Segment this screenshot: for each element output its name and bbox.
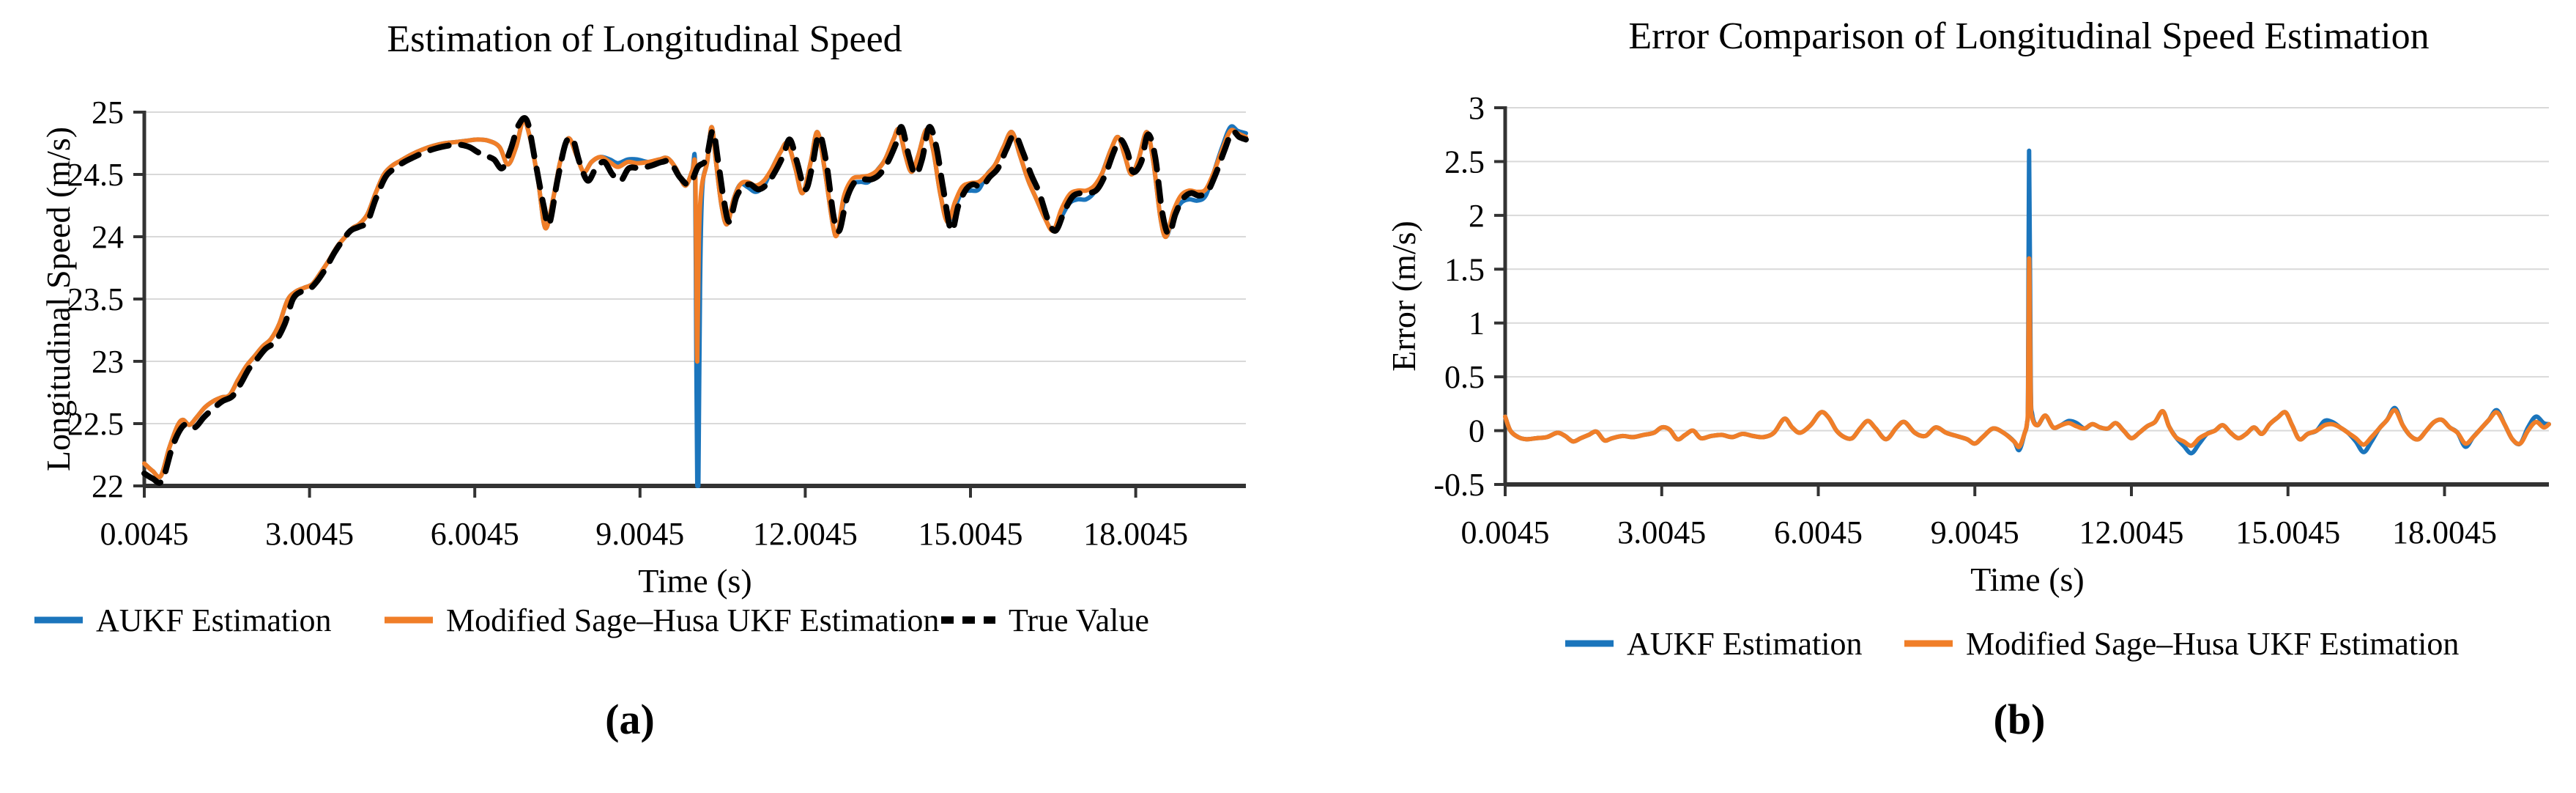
x-tick-label: 15.0045 [2235,514,2340,550]
y-tick-label: 0 [1469,413,1485,449]
orange-line-swatch-icon [1904,640,1953,647]
chart-a-plot-area: 22 22.5 23 23.5 24 24.5 25 0.0045 3.0045 6.0045 9.… [67,95,1249,552]
y-tick-label: 22 [92,468,124,504]
chart-a-y-axis-label: Longitudinal Speed (m/s) [40,126,77,472]
chart-a-x-axis-label: Time (s) [638,562,752,600]
y-tick-label: 2.5 [1444,144,1485,180]
x-tick-label: 9.0045 [1931,514,2019,550]
x-tick-label: 6.0045 [431,516,519,552]
x-tick-label: 15.0045 [918,516,1023,552]
x-tick-label: 3.0045 [265,516,354,552]
y-tick-label: -0.5 [1433,467,1485,503]
series-true-line [141,115,1249,486]
blue-line-swatch-icon [34,616,83,624]
chart-b-legend-item-sage-husa: Modified Sage–Husa UKF Estimation [1903,624,2459,663]
x-tick-label: 6.0045 [1774,514,1863,550]
y-tick-label: 2 [1469,198,1485,234]
chart-b-legend-item-aukf: AUKF Estimation [1564,624,1862,663]
chart-b-plot-area: -0.5 0 0.5 1 1.5 2 2.5 3 0.0045 3.0045 6.0045 9.004… [1433,90,2551,550]
chart-a-legend-item-aukf: AUKF Estimation [33,601,331,639]
y-tick-label: 1 [1469,306,1485,342]
dashed-line-swatch-icon [941,616,995,624]
y-tick-label: 25 [92,95,124,130]
y-tick-label: 3 [1469,90,1485,126]
y-tick-label: 23.5 [67,281,124,317]
y-tick-label: 0.5 [1444,359,1485,395]
chart-a-legend-item-sage-husa: Modified Sage–Husa UKF Estimation [383,601,939,639]
x-tick-label: 12.0045 [2079,514,2184,550]
x-tick-label: 9.0045 [595,516,684,552]
y-tick-label: 1.5 [1444,251,1485,287]
chart-a-title: Estimation of Longitudinal Speed [387,18,902,60]
legend-label: AUKF Estimation [1627,625,1863,662]
y-tick-label: 23 [92,344,124,380]
orange-line-swatch-icon [385,616,433,624]
series-sage-husa-line [1503,256,2551,449]
chart-b-title: Error Comparison of Longitudinal Speed E… [1628,15,2430,57]
legend-label: Modified Sage–Husa UKF Estimation [1966,625,2460,662]
x-tick-label: 0.0045 [1461,514,1550,550]
y-tick-label: 24.5 [67,157,124,193]
x-tick-label: 12.0045 [753,516,858,552]
y-tick-label: 24 [92,219,124,255]
subfigure-caption-a: (a) [605,696,655,743]
chart-a-legend-item-true: True Value [940,601,1149,639]
x-tick-label: 0.0045 [100,516,189,552]
chart-b-x-axis-label: Time (s) [1970,561,2085,598]
blue-line-swatch-icon [1565,640,1614,647]
legend-label: AUKF Estimation [96,602,332,638]
subfigure-caption-b: (b) [1993,696,2046,743]
legend-label: Modified Sage–Husa UKF Estimation [446,602,940,638]
x-tick-label: 18.0045 [2392,514,2497,550]
y-tick-label: 22.5 [67,406,124,442]
chart-b-y-axis-label: Error (m/s) [1385,221,1422,372]
legend-label: True Value [1009,602,1149,638]
x-tick-label: 18.0045 [1083,516,1188,552]
x-tick-label: 3.0045 [1617,514,1706,550]
